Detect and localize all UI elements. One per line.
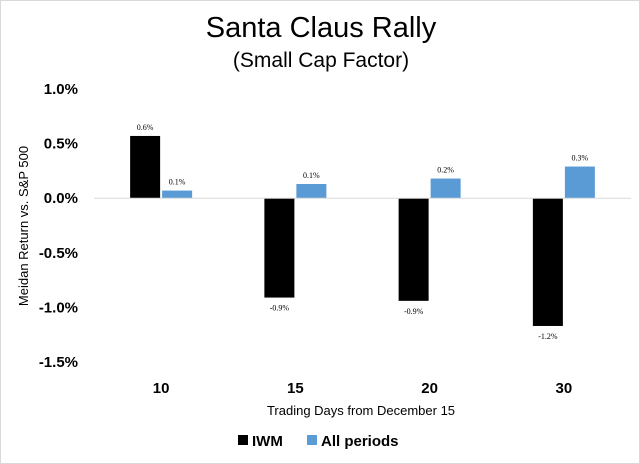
bar-all-periods — [162, 190, 193, 199]
y-tick-label: 0.5% — [44, 136, 78, 153]
x-axis-ticks: 10 15 20 30 — [153, 380, 572, 397]
legend-label-all-periods: All periods — [321, 433, 399, 450]
data-label: 0.3% — [572, 154, 589, 163]
legend-label-iwm: IWM — [252, 433, 283, 450]
legend-swatch-iwm — [238, 435, 248, 445]
legend-swatch-all-periods — [307, 435, 317, 445]
y-tick-label: 0.0% — [44, 190, 78, 207]
bar-all-periods — [430, 178, 461, 199]
bar-iwm — [130, 135, 161, 199]
data-label: 0.2% — [437, 166, 454, 175]
x-tick-label: 20 — [421, 380, 438, 397]
y-axis-ticks: 1.0% 0.5% 0.0% -0.5% -1.0% -1.5% — [39, 81, 78, 371]
bar-iwm — [532, 198, 563, 326]
y-tick-label: -1.0% — [39, 299, 78, 316]
data-label: 0.6% — [137, 123, 154, 132]
x-axis-label: Trading Days from December 15 — [267, 403, 455, 418]
legend: IWM All periods — [238, 433, 399, 450]
y-tick-label: 1.0% — [44, 81, 78, 98]
bar-iwm — [398, 198, 429, 301]
bars — [130, 135, 595, 326]
data-label: -1.2% — [538, 332, 558, 341]
y-axis-label: Meidan Return vs. S&P 500 — [16, 146, 31, 306]
chart-title: Santa Claus Rally — [206, 12, 437, 44]
chart-subtitle: (Small Cap Factor) — [233, 49, 409, 72]
bar-all-periods — [564, 166, 595, 199]
bar-all-periods — [296, 184, 327, 199]
data-label: -0.9% — [270, 304, 290, 313]
data-label: -0.9% — [404, 307, 424, 316]
x-tick-label: 30 — [556, 380, 573, 397]
y-tick-label: -1.5% — [39, 354, 78, 371]
x-tick-label: 15 — [287, 380, 304, 397]
x-tick-label: 10 — [153, 380, 170, 397]
data-label: 0.1% — [303, 171, 320, 180]
data-label: 0.1% — [169, 178, 186, 187]
bar-iwm — [264, 198, 295, 298]
y-tick-label: -0.5% — [39, 245, 78, 262]
data-labels: 0.6% 0.1% -0.9% 0.1% -0.9% 0.2% -1.2% 0.3% — [137, 123, 589, 341]
